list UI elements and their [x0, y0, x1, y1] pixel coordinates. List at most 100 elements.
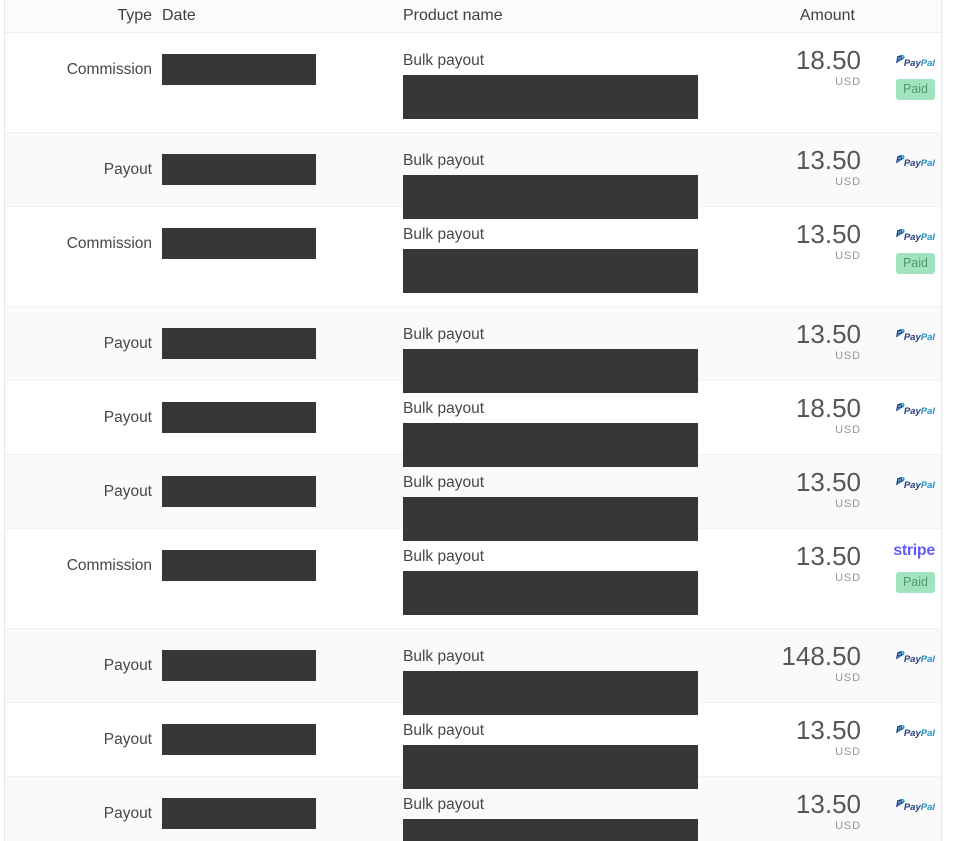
- payment-cell: P P Pay Pal: [896, 455, 935, 528]
- paypal-icon-letter: P: [897, 476, 905, 487]
- product-cell: Bulk payout: [403, 33, 698, 132]
- transaction-type: Payout: [103, 657, 152, 674]
- paypal-icon-letter: P: [897, 328, 905, 339]
- paypal-logo: P P Pay Pal: [895, 328, 935, 344]
- amount-currency: USD: [835, 498, 861, 510]
- product-cell: Bulk payout: [403, 207, 698, 306]
- amount-value: 13.50: [795, 789, 861, 819]
- date-cell: [162, 529, 316, 628]
- paypal-pal-text: Pal: [920, 728, 935, 739]
- payment-cell: P P Pay Pal: [895, 703, 935, 776]
- redacted-customer-block: [403, 423, 698, 467]
- product-cell: Bulk payout: [403, 529, 698, 628]
- table-row[interactable]: Payout Bulk payout 13.50 USD P P Pay Pal: [5, 307, 941, 393]
- paid-status-badge: Paid: [895, 572, 935, 593]
- payment-cell: P P Pay Pal Paid: [895, 33, 935, 132]
- payment-cell: P P Pay Pal: [896, 629, 935, 702]
- redacted-date-block: [162, 154, 316, 185]
- amount-value: 18.50: [795, 45, 861, 75]
- table-row[interactable]: Payout Bulk payout 13.50 USD P P Pay Pal: [5, 455, 941, 541]
- table-row[interactable]: Payout Bulk payout 148.50 USD P P Pay Pal: [5, 629, 941, 715]
- amount-currency: USD: [835, 746, 861, 758]
- paypal-pal-text: Pal: [920, 480, 935, 491]
- table-row[interactable]: Commission Bulk payout 18.50 USD P P Pay Pa…: [5, 33, 941, 133]
- product-cell: Bulk payout: [403, 381, 698, 467]
- table-row[interactable]: Payout Bulk payout 18.50 USD P P Pay Pal: [5, 381, 941, 467]
- paypal-pay-text: Pay: [903, 480, 921, 491]
- table-row[interactable]: Payout Bulk payout 13.50 USD P P Pay Pal: [5, 133, 941, 219]
- product-cell: Bulk payout: [403, 455, 698, 541]
- table-row[interactable]: Commission Bulk payout 13.50 USD stripe …: [5, 529, 941, 629]
- amount-cell: 18.50 USD: [698, 33, 861, 132]
- amount-currency: USD: [835, 572, 861, 584]
- amount-value: 13.50: [795, 219, 861, 249]
- paypal-icon-letter: P: [895, 725, 903, 736]
- table-body: Commission Bulk payout 18.50 USD P P Pay Pa…: [5, 33, 941, 841]
- redacted-date-block: [162, 724, 316, 755]
- amount-cell: 13.50 USD: [698, 307, 861, 380]
- redacted-date-block: [162, 402, 316, 433]
- transactions-table: Type Date Product name Amount Commission…: [4, 0, 942, 841]
- date-cell: [162, 629, 316, 702]
- header-amount: Amount: [799, 7, 855, 24]
- header-date: Date: [162, 7, 196, 24]
- paypal-pay-text: Pay: [903, 158, 921, 169]
- redacted-customer-block: [403, 745, 698, 789]
- paypal-icon-letter: P: [897, 228, 905, 239]
- paypal-icon-letter: P: [895, 55, 903, 66]
- paypal-pay-text: Pay: [903, 728, 921, 739]
- table-row[interactable]: Payout Bulk payout 13.50 USD P P Pay Pal: [5, 703, 941, 789]
- amount-value: 13.50: [795, 541, 861, 571]
- paypal-logo: P P Pay Pal: [896, 228, 935, 244]
- redacted-date-block: [162, 228, 316, 259]
- product-name: Bulk payout: [403, 52, 484, 69]
- redacted-customer-block: [403, 349, 698, 393]
- paypal-logo: P P Pay Pal: [896, 651, 935, 666]
- amount-cell: 13.50 USD: [698, 207, 861, 306]
- paypal-logo: P P Pay Pal: [895, 725, 935, 740]
- date-cell: [162, 777, 316, 841]
- amount-cell: 18.50 USD: [698, 381, 861, 454]
- redacted-date-block: [162, 650, 316, 681]
- paypal-logo: P P Pay Pal: [895, 798, 935, 814]
- redacted-date-block: [162, 550, 316, 581]
- payment-cell: P P Pay Pal: [896, 133, 935, 206]
- paypal-logo: P P Pay Pal: [896, 155, 935, 170]
- redacted-customer-block: [403, 175, 698, 219]
- paypal-pal-text: Pal: [920, 58, 935, 69]
- date-cell: [162, 381, 316, 454]
- product-name: Bulk payout: [403, 648, 484, 665]
- redacted-customer-block: [403, 571, 698, 615]
- product-cell: Bulk payout: [403, 629, 698, 715]
- product-name: Bulk payout: [403, 152, 484, 169]
- redacted-date-block: [162, 476, 316, 507]
- paypal-icon-letter: P: [897, 54, 905, 65]
- paypal-pal-text: Pal: [920, 406, 935, 417]
- product-name: Bulk payout: [403, 796, 484, 813]
- amount-cell: 148.50 USD: [698, 629, 861, 702]
- paypal-icon-letter: P: [895, 329, 903, 340]
- paypal-pal-text: Pal: [920, 232, 935, 243]
- paypal-pay-text: Pay: [903, 232, 921, 243]
- paypal-pay-text: Pay: [903, 406, 921, 417]
- product-name: Bulk payout: [403, 548, 484, 565]
- product-name: Bulk payout: [403, 400, 484, 417]
- paypal-pay-text: Pay: [903, 332, 921, 343]
- redacted-date-block: [162, 798, 316, 829]
- paypal-icon-letter: P: [897, 798, 905, 809]
- date-cell: [162, 207, 316, 306]
- table-row[interactable]: Commission Bulk payout 13.50 USD P P Pay Pa…: [5, 207, 941, 307]
- transaction-type: Payout: [103, 161, 152, 178]
- redacted-date-block: [162, 54, 316, 85]
- amount-currency: USD: [835, 350, 861, 362]
- paypal-icon-letter: P: [895, 799, 903, 810]
- paypal-pal-text: Pal: [920, 158, 935, 169]
